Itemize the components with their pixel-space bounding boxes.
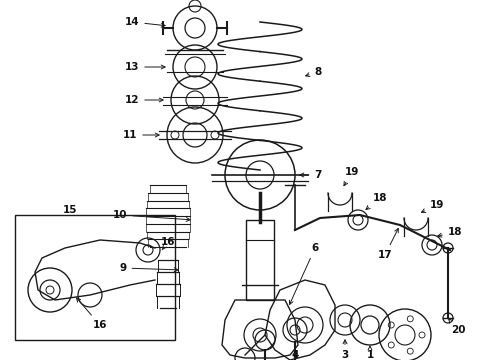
Bar	[15, 215, 175, 340]
Text: 8: 8	[306, 67, 321, 77]
Text: 19: 19	[344, 167, 359, 186]
Text: 2: 2	[0, 359, 1, 360]
Text: 19: 19	[421, 200, 444, 212]
Text: 11: 11	[123, 130, 159, 140]
Text: 13: 13	[125, 62, 165, 72]
Text: 17: 17	[378, 229, 398, 260]
Text: 9: 9	[120, 263, 178, 273]
Text: 18: 18	[438, 227, 462, 237]
Text: 12: 12	[125, 95, 163, 105]
Text: 14: 14	[124, 17, 165, 27]
Text: 18: 18	[366, 193, 387, 210]
Text: 20: 20	[449, 319, 465, 335]
Text: 6: 6	[290, 243, 318, 305]
Text: 15: 15	[63, 205, 77, 215]
Text: 5: 5	[0, 359, 1, 360]
Text: 1: 1	[367, 346, 374, 360]
Text: 7: 7	[300, 170, 322, 180]
Text: 3: 3	[342, 340, 348, 360]
Text: 4: 4	[292, 350, 299, 360]
Text: 10: 10	[113, 210, 190, 221]
Text: 16: 16	[76, 298, 107, 330]
Text: 16: 16	[161, 237, 175, 250]
